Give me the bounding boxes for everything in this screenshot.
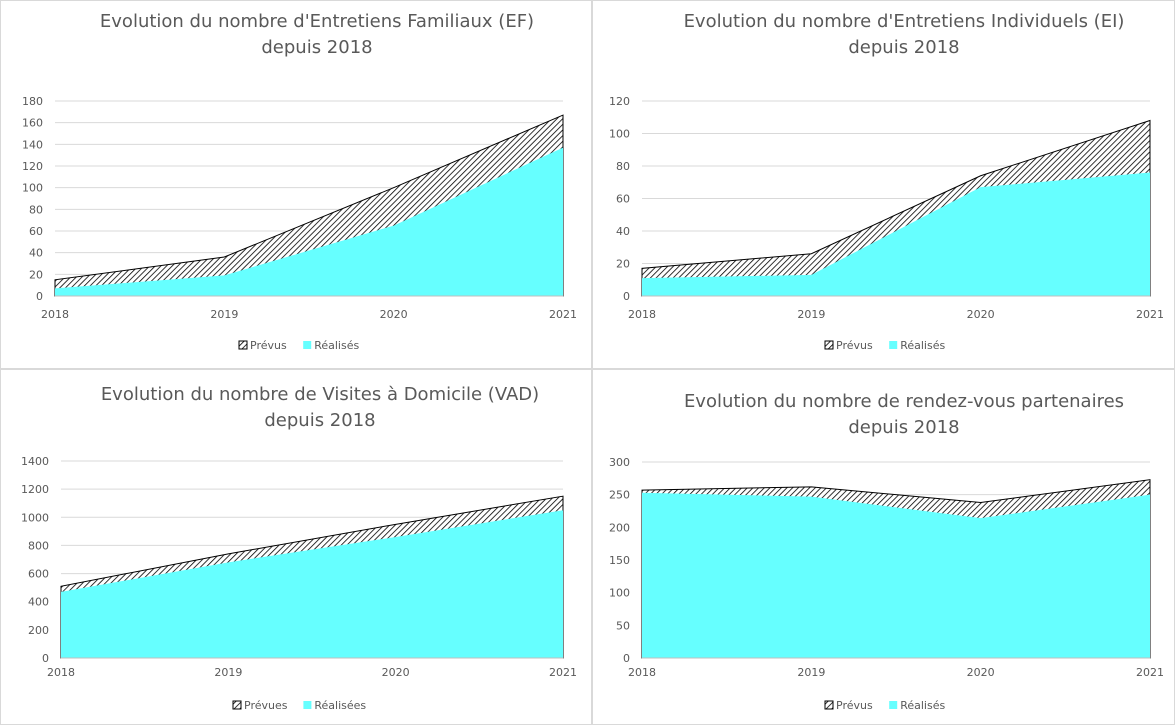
area-realised xyxy=(642,172,1150,296)
legend-label-realised: Réalisés xyxy=(900,339,945,352)
x-tick-label: 2019 xyxy=(210,308,238,321)
y-tick-label: 300 xyxy=(609,456,630,469)
chart-title-line: Evolution du nombre d'Entretiens Familia… xyxy=(100,11,534,32)
y-tick-label: 0 xyxy=(36,290,43,303)
legend: Prévus Réalisés xyxy=(824,699,945,712)
chart-panel-ef: Evolution du nombre d'Entretiens Familia… xyxy=(0,0,592,369)
y-tick-label: 50 xyxy=(616,619,630,632)
area-realised xyxy=(642,492,1150,658)
legend-swatch-realised xyxy=(303,341,312,349)
chart-panel-vad: Evolution du nombre de Visites à Domicil… xyxy=(0,369,592,725)
chart-title-line: depuis 2018 xyxy=(848,37,959,58)
legend-swatch-realised xyxy=(889,341,898,349)
y-tick-label: 160 xyxy=(22,117,43,130)
area-realised xyxy=(61,510,563,658)
y-tick-label: 40 xyxy=(29,247,43,260)
chart-title-line: Evolution du nombre d'Entretiens Individ… xyxy=(684,11,1125,32)
y-tick-label: 100 xyxy=(609,587,630,600)
ef-chart: Evolution du nombre d'Entretiens Familia… xyxy=(22,11,577,352)
legend-swatch-realised xyxy=(889,701,898,709)
x-tick-label: 2018 xyxy=(628,308,656,321)
x-tick-label: 2018 xyxy=(628,666,656,679)
x-tick-label: 2021 xyxy=(549,666,577,679)
y-tick-label: 400 xyxy=(28,596,49,609)
legend-label-planned: Prévues xyxy=(244,699,288,712)
y-tick-label: 100 xyxy=(609,128,630,141)
legend-label-realised: Réalisés xyxy=(314,339,359,352)
x-tick-label: 2019 xyxy=(214,666,242,679)
y-tick-label: 0 xyxy=(623,652,630,665)
y-tick-label: 1200 xyxy=(21,483,49,496)
legend: Prévues Réalisées xyxy=(232,699,366,712)
y-tick-label: 120 xyxy=(609,95,630,108)
chart-title-line: depuis 2018 xyxy=(848,417,959,438)
legend-swatch-planned xyxy=(824,340,834,350)
x-tick-label: 2020 xyxy=(967,308,995,321)
y-tick-label: 100 xyxy=(22,182,43,195)
legend-swatch-planned xyxy=(238,340,248,350)
y-tick-label: 20 xyxy=(616,258,630,271)
legend: Prévus Réalisés xyxy=(824,339,945,352)
chart-title-line: Evolution du nombre de rendez-vous parte… xyxy=(684,391,1124,412)
x-tick-label: 2019 xyxy=(797,308,825,321)
legend-label-realised: Réalisés xyxy=(900,699,945,712)
vad-chart: Evolution du nombre de Visites à Domicil… xyxy=(21,384,577,712)
x-tick-label: 2020 xyxy=(967,666,995,679)
chart-title-line: Evolution du nombre de Visites à Domicil… xyxy=(101,384,539,405)
x-tick-label: 2021 xyxy=(1136,666,1164,679)
ei-chart: Evolution du nombre d'Entretiens Individ… xyxy=(609,11,1164,352)
partners-chart: Evolution du nombre de rendez-vous parte… xyxy=(609,391,1164,712)
y-tick-label: 600 xyxy=(28,568,49,581)
y-tick-label: 200 xyxy=(609,521,630,534)
x-tick-label: 2020 xyxy=(382,666,410,679)
y-tick-label: 150 xyxy=(609,554,630,567)
x-tick-label: 2021 xyxy=(549,308,577,321)
x-tick-label: 2018 xyxy=(41,308,69,321)
y-tick-label: 20 xyxy=(29,268,43,281)
x-tick-label: 2020 xyxy=(380,308,408,321)
chart-title-line: depuis 2018 xyxy=(261,37,372,58)
legend-label-planned: Prévus xyxy=(836,699,873,712)
y-tick-label: 60 xyxy=(29,225,43,238)
legend-label-realised: Réalisées xyxy=(314,699,366,712)
y-tick-label: 120 xyxy=(22,160,43,173)
x-tick-label: 2019 xyxy=(797,666,825,679)
legend-label-planned: Prévus xyxy=(836,339,873,352)
y-tick-label: 200 xyxy=(28,624,49,637)
x-tick-label: 2018 xyxy=(47,666,75,679)
y-tick-label: 0 xyxy=(42,652,49,665)
chart-title-line: depuis 2018 xyxy=(264,410,375,431)
y-tick-label: 140 xyxy=(22,138,43,151)
y-tick-label: 250 xyxy=(609,489,630,502)
y-tick-label: 80 xyxy=(616,160,630,173)
y-tick-label: 1000 xyxy=(21,511,49,524)
y-tick-label: 180 xyxy=(22,95,43,108)
legend-swatch-planned xyxy=(232,700,242,710)
y-tick-label: 40 xyxy=(616,225,630,238)
x-tick-label: 2021 xyxy=(1136,308,1164,321)
legend-swatch-planned xyxy=(824,700,834,710)
y-tick-label: 0 xyxy=(623,290,630,303)
y-tick-label: 1400 xyxy=(21,455,49,468)
y-tick-label: 800 xyxy=(28,539,49,552)
y-tick-label: 80 xyxy=(29,203,43,216)
y-tick-label: 60 xyxy=(616,193,630,206)
area-realised xyxy=(55,147,563,296)
legend: Prévus Réalisés xyxy=(238,339,359,352)
legend-label-planned: Prévus xyxy=(250,339,287,352)
chart-panel-ei: Evolution du nombre d'Entretiens Individ… xyxy=(592,0,1175,369)
chart-panel-partners: Evolution du nombre de rendez-vous parte… xyxy=(592,369,1175,725)
legend-swatch-realised xyxy=(303,701,312,709)
